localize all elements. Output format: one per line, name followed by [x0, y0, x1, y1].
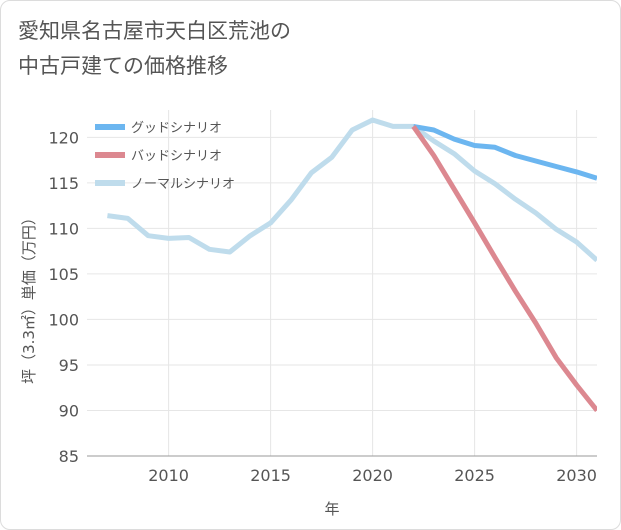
series-layer: [107, 117, 597, 413]
x-axis-label: 年: [324, 500, 339, 518]
chart-title-line-2: 中古戸建ての価格推移: [18, 54, 228, 78]
series-line-1: [412, 123, 597, 181]
legend-label: バッドシナリオ: [131, 149, 222, 164]
y-axis-label: 坪（3.3㎡）単価（万円）: [20, 210, 38, 384]
x-tick-label: 2030: [556, 466, 597, 485]
y-tick-label: 90: [59, 401, 79, 420]
y-tick-label: 85: [59, 447, 79, 466]
tick-layer: 85 90 95 100 105 110 115 120 2010 2015 2020 2025 203…: [48, 128, 597, 485]
chart-title-line-1: 愛知県名古屋市天白区荒池の: [18, 19, 291, 43]
legend-label: ノーマルシナリオ: [131, 177, 235, 192]
y-tick-label: 115: [48, 174, 79, 193]
series-line-2: [411, 124, 597, 413]
y-tick-label: 110: [48, 219, 79, 238]
x-tick-label: 2015: [250, 466, 291, 485]
legend-label: グッドシナリオ: [131, 121, 222, 136]
y-tick-label: 120: [48, 128, 79, 147]
x-tick-label: 2025: [454, 466, 495, 485]
y-tick-label: 105: [48, 265, 79, 284]
y-tick-label: 100: [48, 310, 79, 329]
chart-title: 愛知県名古屋市天白区荒池の 中古戸建ての価格推移: [18, 14, 608, 84]
x-tick-label: 2010: [148, 466, 189, 485]
y-tick-label: 95: [59, 356, 79, 375]
x-tick-label: 2020: [352, 466, 393, 485]
series-line-3: [107, 117, 597, 263]
